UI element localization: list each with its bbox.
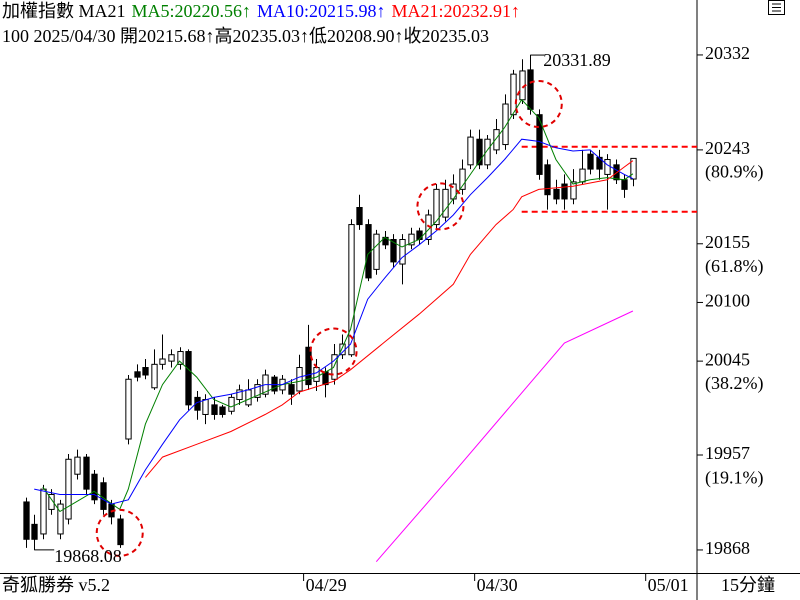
candle-body xyxy=(493,129,500,151)
candle-body xyxy=(331,354,338,380)
candle-body xyxy=(553,188,560,200)
chart-title: 加權指數 MA21 MA5:20220.56↑ MA10:20215.98↑ MA21… xyxy=(2,1,520,21)
low-label: 19868.08 xyxy=(54,546,122,566)
candle-body xyxy=(151,363,158,389)
highlight-circle xyxy=(95,508,144,557)
fib-label: (61.8%) xyxy=(705,256,763,277)
y-tick-label: 20155 xyxy=(705,232,750,252)
y-tick-label: 19868 xyxy=(705,538,750,558)
candle-body xyxy=(579,168,586,183)
candle-body xyxy=(48,493,55,510)
menu-icon[interactable] xyxy=(768,0,785,15)
candle-body xyxy=(23,501,30,540)
high-label: 20331.89 xyxy=(543,50,611,70)
candle-body xyxy=(159,358,166,365)
y-tick-label: 20332 xyxy=(705,43,750,63)
candle-body xyxy=(228,396,235,412)
candle-body xyxy=(236,389,243,401)
highlight-circle xyxy=(309,327,358,376)
y-tick-label: 20045 xyxy=(705,349,750,369)
candle-body xyxy=(596,156,603,170)
candle-body xyxy=(467,136,474,166)
candle-body xyxy=(433,188,440,226)
candle-body xyxy=(442,188,449,218)
subtitle: 100 2025/04/30 開20215.68↑高20235.03↑低2020… xyxy=(2,26,489,46)
x-tick-label: 04/29 xyxy=(306,575,347,595)
candle-body xyxy=(339,343,346,356)
candle-body xyxy=(134,371,141,378)
fib-label: (38.2%) xyxy=(705,373,763,394)
candle-body xyxy=(254,384,261,398)
y-tick-label: 19957 xyxy=(705,443,750,463)
ma-line xyxy=(42,98,634,513)
candle-body xyxy=(459,168,466,190)
candle-body xyxy=(142,367,149,376)
candle-body xyxy=(74,456,81,475)
ma-line xyxy=(375,310,634,563)
candle-body xyxy=(57,503,64,535)
ma-line xyxy=(145,160,634,478)
candle-body xyxy=(117,518,124,546)
ma-line xyxy=(34,138,634,505)
candle-body xyxy=(288,384,295,395)
highlight-circle xyxy=(514,80,563,129)
candle-body xyxy=(322,371,329,386)
candle-body xyxy=(219,406,226,415)
x-tick-label: 04/30 xyxy=(477,575,518,595)
candle-body xyxy=(271,376,278,392)
candle-body xyxy=(296,367,303,392)
highlight-circle xyxy=(416,182,465,231)
candle-body xyxy=(630,157,637,180)
candle-body xyxy=(305,346,312,386)
candle-body xyxy=(185,351,192,406)
candle-body xyxy=(561,183,568,200)
period[interactable]: 15分鐘 xyxy=(721,575,775,595)
candle-body xyxy=(373,233,380,270)
candle-body xyxy=(476,138,483,166)
candle-body xyxy=(356,207,363,226)
candle-body xyxy=(83,456,90,490)
legend-entry: MA5:20220.56↑ xyxy=(132,1,252,21)
overlay: 20331.89 19868.08 xyxy=(34,50,611,566)
candle-body xyxy=(408,233,415,246)
fib-label: (80.9%) xyxy=(705,162,763,183)
legend-entry: MA21:20232.91↑ xyxy=(392,1,521,21)
x-tick-label: 05/01 xyxy=(648,575,689,595)
candle-body xyxy=(65,458,72,520)
candle-body xyxy=(31,523,38,540)
candle-body xyxy=(570,181,577,200)
candle-body xyxy=(416,230,423,241)
candle-body xyxy=(245,389,252,406)
fib-label: (19.1%) xyxy=(705,467,763,488)
candle-body xyxy=(502,103,509,146)
legend-entry: 加權指數 MA21 xyxy=(2,1,126,21)
candle-body xyxy=(544,164,551,196)
candle-body xyxy=(604,158,611,175)
candle-body xyxy=(510,73,517,116)
candle-body xyxy=(621,179,628,190)
y-tick-label: 20100 xyxy=(705,291,750,311)
candle-body xyxy=(313,367,320,382)
candle-body xyxy=(168,354,175,362)
plot-area xyxy=(23,55,697,563)
candle-body xyxy=(399,239,406,265)
legend-entry: MA10:20215.98↑ xyxy=(257,1,386,21)
candle-body xyxy=(536,114,543,175)
candle-body xyxy=(527,69,534,110)
candle-body xyxy=(348,224,355,356)
candle-body xyxy=(194,396,201,411)
candle-body xyxy=(587,153,594,170)
candle-body xyxy=(390,239,397,263)
candle-body xyxy=(202,399,209,415)
candle-body xyxy=(177,351,184,365)
candle-body xyxy=(211,404,218,415)
candle-body xyxy=(91,473,98,501)
candle-body xyxy=(40,488,47,535)
y-tick-label: 20243 xyxy=(705,138,750,158)
brand: 奇狐勝券 v5.2 xyxy=(2,575,110,595)
candle-body xyxy=(125,378,132,440)
candle-body xyxy=(484,138,491,166)
